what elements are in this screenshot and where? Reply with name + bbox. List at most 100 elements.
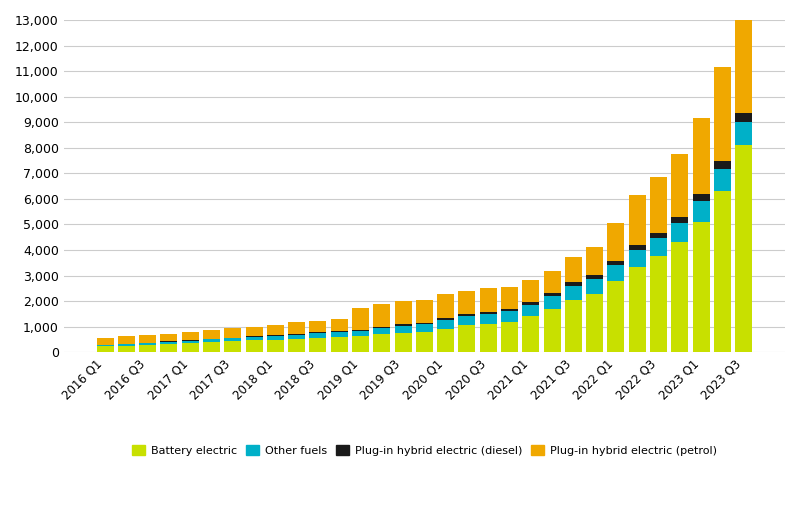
Legend: Battery electric, Other fuels, Plug-in hybrid electric (diesel), Plug-in hybrid : Battery electric, Other fuels, Plug-in h… bbox=[127, 441, 722, 460]
Bar bbox=[203, 342, 220, 352]
Bar bbox=[416, 300, 433, 323]
Bar bbox=[203, 330, 220, 339]
Bar bbox=[693, 118, 710, 194]
Bar bbox=[288, 322, 305, 334]
Bar bbox=[693, 201, 710, 222]
Bar bbox=[607, 281, 625, 352]
Bar bbox=[543, 271, 561, 293]
Bar bbox=[629, 245, 646, 249]
Bar bbox=[267, 324, 284, 335]
Bar bbox=[416, 324, 433, 332]
Bar bbox=[97, 346, 114, 352]
Bar bbox=[522, 304, 539, 316]
Bar bbox=[310, 338, 326, 352]
Bar bbox=[458, 314, 475, 316]
Bar bbox=[607, 261, 625, 265]
Bar bbox=[97, 345, 114, 346]
Bar bbox=[330, 319, 348, 331]
Bar bbox=[352, 331, 369, 336]
Bar bbox=[374, 334, 390, 352]
Bar bbox=[586, 279, 603, 294]
Bar bbox=[586, 247, 603, 275]
Bar bbox=[586, 275, 603, 279]
Bar bbox=[735, 113, 752, 122]
Bar bbox=[480, 324, 497, 352]
Bar bbox=[416, 332, 433, 352]
Bar bbox=[224, 338, 242, 339]
Bar bbox=[394, 326, 411, 333]
Bar bbox=[160, 344, 178, 352]
Bar bbox=[416, 323, 433, 324]
Bar bbox=[480, 314, 497, 324]
Bar bbox=[671, 243, 688, 352]
Bar bbox=[650, 238, 667, 256]
Bar bbox=[565, 286, 582, 300]
Bar bbox=[565, 300, 582, 352]
Bar bbox=[160, 334, 178, 341]
Bar bbox=[246, 340, 262, 352]
Bar bbox=[394, 333, 411, 352]
Bar bbox=[586, 294, 603, 352]
Bar bbox=[480, 312, 497, 314]
Bar bbox=[394, 324, 411, 326]
Bar bbox=[714, 162, 731, 169]
Bar bbox=[352, 336, 369, 352]
Bar bbox=[437, 294, 454, 319]
Bar bbox=[394, 301, 411, 324]
Bar bbox=[671, 153, 688, 217]
Bar bbox=[671, 223, 688, 243]
Bar bbox=[352, 308, 369, 330]
Bar bbox=[565, 257, 582, 282]
Bar bbox=[543, 309, 561, 352]
Bar bbox=[330, 331, 348, 332]
Bar bbox=[224, 341, 242, 352]
Bar bbox=[437, 319, 454, 320]
Bar bbox=[522, 280, 539, 302]
Bar bbox=[437, 329, 454, 352]
Bar bbox=[374, 327, 390, 328]
Bar bbox=[565, 282, 582, 286]
Bar bbox=[246, 337, 262, 340]
Bar bbox=[139, 345, 156, 352]
Bar bbox=[182, 343, 198, 352]
Bar bbox=[374, 304, 390, 327]
Bar bbox=[118, 344, 135, 345]
Bar bbox=[501, 321, 518, 352]
Bar bbox=[246, 327, 262, 337]
Bar bbox=[118, 336, 135, 343]
Bar bbox=[650, 233, 667, 238]
Bar bbox=[224, 339, 242, 341]
Bar bbox=[267, 336, 284, 340]
Bar bbox=[671, 217, 688, 223]
Bar bbox=[288, 334, 305, 339]
Bar bbox=[310, 321, 326, 332]
Bar bbox=[693, 222, 710, 352]
Bar bbox=[543, 296, 561, 309]
Bar bbox=[267, 335, 284, 336]
Bar bbox=[480, 288, 497, 312]
Bar bbox=[501, 287, 518, 309]
Bar bbox=[522, 316, 539, 352]
Bar bbox=[629, 249, 646, 267]
Bar bbox=[650, 177, 667, 233]
Bar bbox=[330, 337, 348, 352]
Bar bbox=[629, 267, 646, 352]
Bar bbox=[182, 332, 198, 340]
Bar bbox=[352, 330, 369, 331]
Bar bbox=[629, 195, 646, 245]
Bar bbox=[735, 0, 752, 113]
Bar bbox=[522, 302, 539, 304]
Bar bbox=[714, 169, 731, 191]
Bar bbox=[139, 343, 156, 345]
Bar bbox=[224, 328, 242, 338]
Bar bbox=[650, 256, 667, 352]
Bar bbox=[714, 191, 731, 352]
Bar bbox=[458, 316, 475, 326]
Bar bbox=[160, 342, 178, 344]
Bar bbox=[501, 309, 518, 311]
Bar bbox=[310, 332, 326, 333]
Bar bbox=[374, 328, 390, 334]
Bar bbox=[97, 338, 114, 345]
Bar bbox=[267, 340, 284, 352]
Bar bbox=[437, 320, 454, 329]
